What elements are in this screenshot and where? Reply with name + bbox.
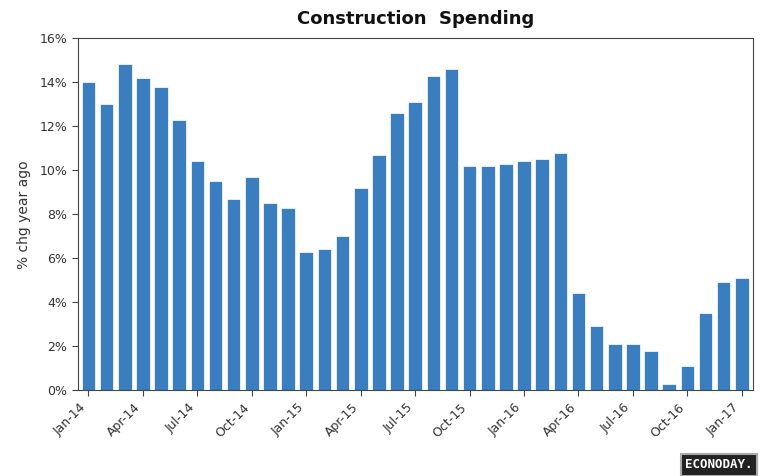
Bar [172,119,186,390]
Bar [735,278,749,390]
Title: Construction  Spending: Construction Spending [296,10,534,28]
Bar [245,177,258,390]
Bar [481,166,494,390]
Bar [553,152,567,390]
Bar [717,282,730,390]
Bar [626,344,639,390]
Bar [263,203,277,390]
Bar [354,188,368,390]
Bar [300,252,313,390]
Bar [698,313,712,390]
Bar [209,181,223,390]
Bar [499,164,513,390]
Bar [191,161,204,390]
Bar [227,199,241,390]
Bar [136,78,150,390]
Bar [572,293,585,390]
Bar [681,366,695,390]
Bar [317,249,331,390]
Bar [590,327,604,390]
Bar [154,87,168,390]
Bar [462,166,476,390]
Bar [644,351,658,390]
Bar [282,208,295,390]
Y-axis label: % chg year ago: % chg year ago [17,160,31,268]
Bar [390,113,404,390]
Bar [663,384,676,390]
Bar [535,159,549,390]
Bar [518,161,531,390]
Bar [372,155,386,390]
Bar [100,104,113,390]
Text: ECONODAY.: ECONODAY. [685,458,753,471]
Bar [118,65,132,390]
Bar [408,102,422,390]
Bar [81,82,95,390]
Bar [608,344,622,390]
Bar [445,69,459,390]
Bar [427,76,440,390]
Bar [336,236,349,390]
